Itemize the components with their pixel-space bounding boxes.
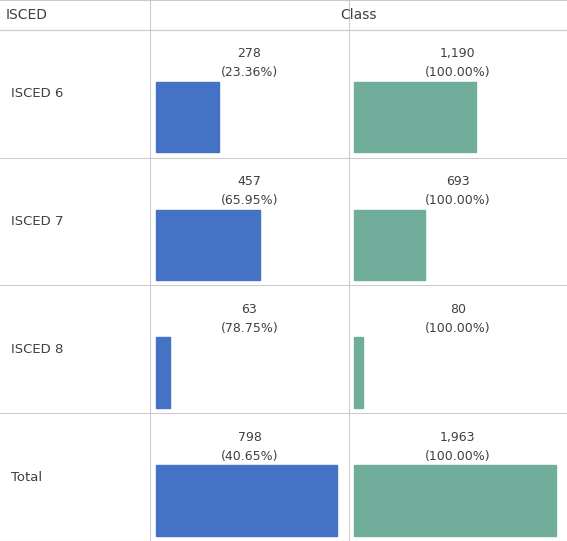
Text: 457: 457 [238, 175, 261, 188]
Text: (100.00%): (100.00%) [425, 450, 490, 463]
Text: 63: 63 [242, 303, 257, 316]
Text: 693: 693 [446, 175, 469, 188]
Text: 1,963: 1,963 [440, 431, 476, 444]
Text: (78.75%): (78.75%) [221, 322, 278, 335]
Text: ISCED 8: ISCED 8 [11, 343, 64, 356]
Text: ISCED 7: ISCED 7 [11, 215, 64, 228]
Text: (40.65%): (40.65%) [221, 450, 278, 463]
Bar [354, 209, 425, 280]
Text: (23.36%): (23.36%) [221, 66, 278, 79]
Text: 1,190: 1,190 [440, 47, 476, 60]
Bar [354, 465, 556, 536]
Text: Class: Class [340, 8, 377, 22]
Bar [156, 209, 260, 280]
Bar [156, 338, 170, 408]
Bar [354, 82, 476, 152]
Text: ISCED: ISCED [6, 8, 48, 22]
Text: 278: 278 [238, 47, 261, 60]
Bar [156, 465, 337, 536]
Text: 798: 798 [238, 431, 261, 444]
Text: (65.95%): (65.95%) [221, 194, 278, 207]
Text: (100.00%): (100.00%) [425, 194, 490, 207]
Bar [354, 338, 362, 408]
Text: 80: 80 [450, 303, 466, 316]
Text: Total: Total [11, 471, 43, 484]
Bar [156, 82, 219, 152]
Text: (100.00%): (100.00%) [425, 322, 490, 335]
Text: ISCED 6: ISCED 6 [11, 87, 64, 100]
Text: (100.00%): (100.00%) [425, 66, 490, 79]
